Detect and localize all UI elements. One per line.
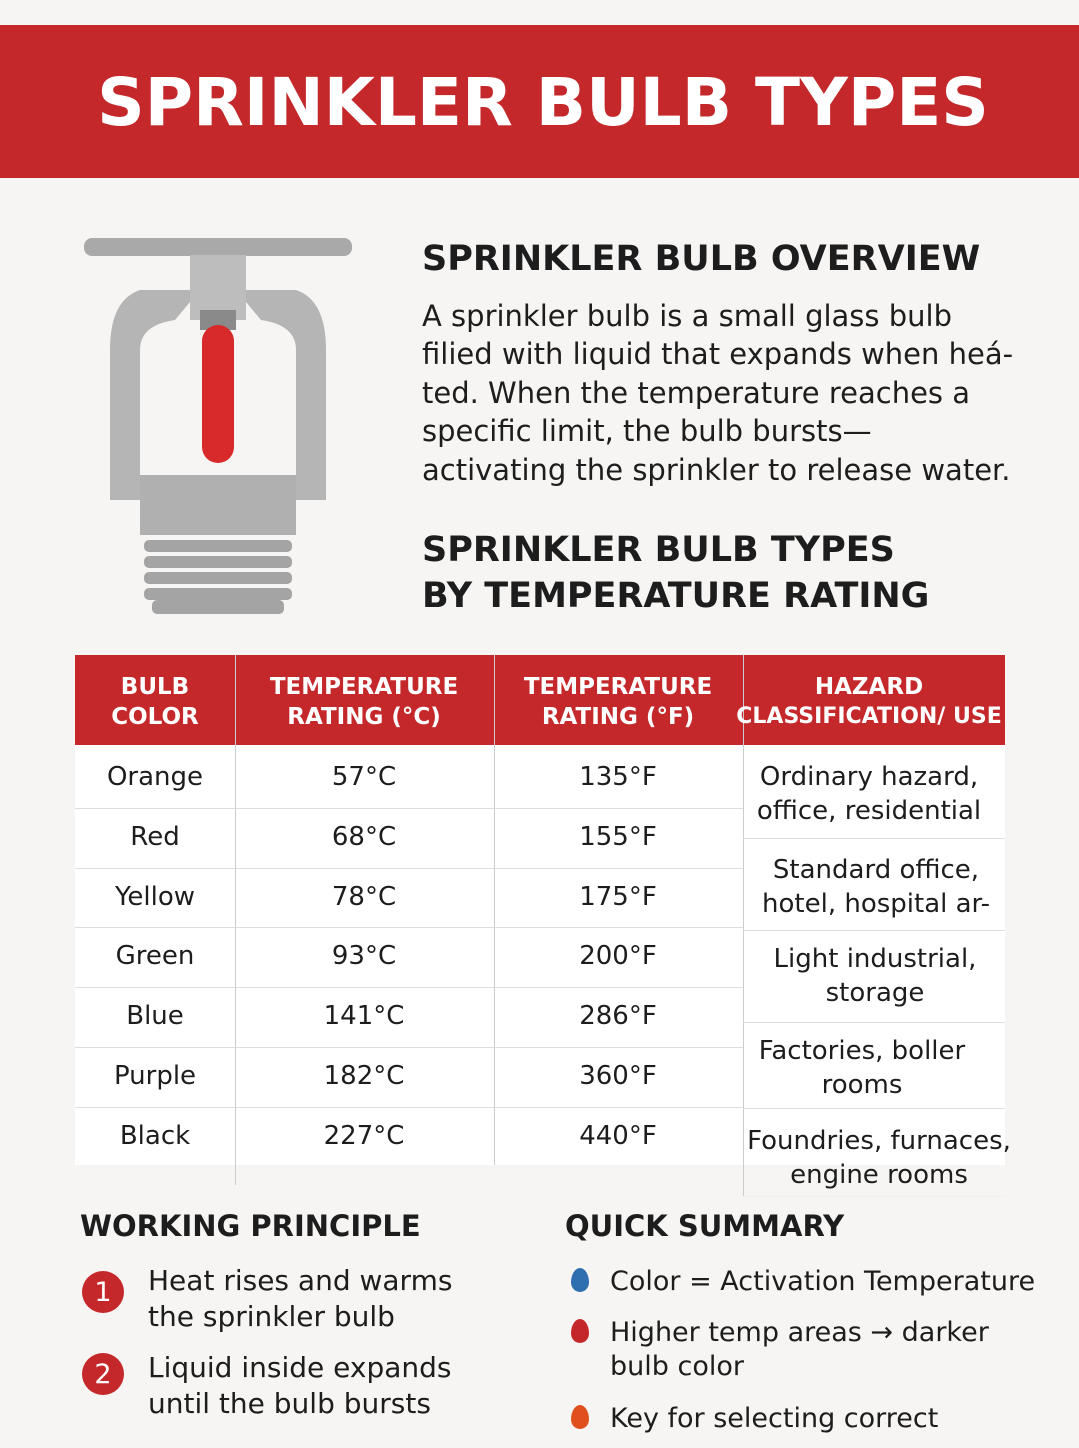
hazard-cell: Light industrial, bbox=[773, 944, 977, 974]
row-divider bbox=[75, 807, 743, 809]
summary-text: Higher temp areas → darker bbox=[610, 1316, 989, 1348]
table-cell: 155°F bbox=[579, 821, 657, 852]
table-cell: 440°F bbox=[579, 1120, 657, 1151]
hazard-cell: Foundries, furnaces, bbox=[747, 1126, 1011, 1156]
hazard-cell: Ordinary hazard, bbox=[759, 762, 979, 792]
column-header: RATING (°F) bbox=[541, 703, 695, 730]
hazard-cell: storage bbox=[825, 978, 925, 1008]
table-cell: 93°C bbox=[331, 941, 397, 972]
summary-icon bbox=[571, 1268, 589, 1292]
sprinkler-illustration bbox=[84, 238, 352, 614]
table-cell: 175°F bbox=[579, 881, 657, 912]
table-cell: Blue bbox=[126, 1001, 184, 1032]
table-cell: Purple bbox=[113, 1061, 197, 1091]
column-header: CLASSIFICATION/ USE bbox=[736, 704, 1002, 729]
column-header: BULB bbox=[120, 673, 190, 700]
table-cell: Green bbox=[115, 941, 195, 972]
column-divider bbox=[235, 655, 236, 1185]
table-cell: 68°C bbox=[331, 821, 397, 852]
column-header: COLOR bbox=[111, 703, 199, 730]
column-header: TEMPERATURE bbox=[523, 673, 713, 700]
hazard-cell: engine rooms bbox=[790, 1160, 968, 1190]
hazard-cell: Factories, boller bbox=[758, 1036, 966, 1066]
summary-text: Color = Activation Temperature bbox=[610, 1265, 1036, 1297]
row-divider bbox=[75, 867, 743, 869]
column-header: HAZARD bbox=[814, 673, 924, 700]
table-cell: 182°C bbox=[323, 1061, 405, 1091]
table-cell: 286°F bbox=[579, 1001, 657, 1032]
summary-text: Key for selecting correct bbox=[610, 1402, 939, 1434]
hazard-cell: office, residential bbox=[756, 796, 982, 826]
overview-heading: SPRINKLER BULB OVERVIEW bbox=[422, 238, 981, 279]
row-divider bbox=[75, 1106, 743, 1108]
row-divider bbox=[743, 838, 1005, 839]
step-number: 2 bbox=[82, 1353, 124, 1395]
table-cell: Black bbox=[119, 1120, 191, 1151]
step-number: 1 bbox=[82, 1271, 124, 1313]
summary-icon bbox=[571, 1405, 589, 1429]
types-heading: SPRINKLER BULB TYPES bbox=[422, 529, 895, 570]
row-divider bbox=[743, 1022, 1005, 1023]
table-cell: Yellow bbox=[114, 881, 196, 912]
table-cell: 227°C bbox=[323, 1120, 405, 1151]
row-divider bbox=[743, 1108, 1005, 1109]
summary-icon bbox=[571, 1319, 589, 1343]
column-divider bbox=[743, 655, 744, 1165]
row-divider bbox=[75, 987, 743, 989]
table-cell: 57°C bbox=[331, 762, 397, 792]
row-divider bbox=[743, 930, 1005, 931]
overview-text: A sprinkler bulb is a small glass bulb bbox=[422, 298, 953, 333]
overview-text: ted. When the temperature reaches a bbox=[422, 375, 971, 410]
summary-text: bulb color bbox=[610, 1350, 744, 1382]
header-banner bbox=[0, 25, 1079, 178]
overview-text: activating the sprinkler to release wate… bbox=[422, 452, 1011, 487]
column-divider bbox=[743, 1165, 744, 1197]
table-cell: Orange bbox=[106, 762, 204, 792]
row-divider bbox=[743, 1196, 1005, 1197]
step-text: Liquid inside expands bbox=[148, 1351, 452, 1384]
step-text: Heat rises and warms bbox=[148, 1264, 453, 1297]
table-cell: Red bbox=[130, 821, 180, 852]
hazard-cell: Standard office, bbox=[772, 855, 980, 885]
table-cell: 141°C bbox=[323, 1001, 405, 1032]
hazard-cell: hotel, hospital ar- bbox=[762, 889, 990, 919]
column-header: TEMPERATURE bbox=[269, 673, 459, 700]
step-text: until the bulb bursts bbox=[148, 1387, 431, 1420]
column-header: RATING (°C) bbox=[287, 703, 441, 730]
column-divider bbox=[494, 655, 495, 1165]
table-cell: 200°F bbox=[579, 941, 657, 972]
step-text: the sprinkler bulb bbox=[148, 1300, 395, 1333]
section-heading: WORKING PRINCIPLE bbox=[80, 1208, 421, 1243]
table-cell: 360°F bbox=[579, 1061, 657, 1091]
hazard-cell: rooms bbox=[821, 1070, 903, 1100]
overview-text: filied with liquid that expands when heá… bbox=[422, 337, 1014, 372]
row-divider bbox=[75, 927, 743, 929]
types-heading: BY TEMPERATURE RATING bbox=[422, 575, 930, 616]
title: SPRINKLER BULB TYPES bbox=[97, 64, 989, 141]
overview-text: specific limit, the bulb bursts— bbox=[422, 414, 872, 449]
row-divider bbox=[75, 1047, 743, 1048]
table-cell: 78°C bbox=[331, 881, 397, 912]
table-cell: 135°F bbox=[579, 762, 657, 792]
section-heading: QUICK SUMMARY bbox=[565, 1208, 845, 1243]
table-header bbox=[75, 655, 1005, 745]
